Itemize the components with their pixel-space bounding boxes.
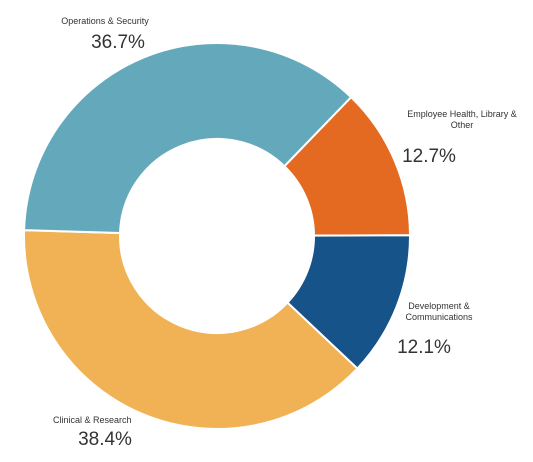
slice-percentage: 36.7% xyxy=(91,32,145,53)
slice-label: Employee Health, Library & Other xyxy=(407,109,517,130)
donut-slice xyxy=(23,42,353,235)
slice-percentage: 12.1% xyxy=(397,337,451,358)
slices-layer xyxy=(23,42,412,430)
slice-label: Development & Communications xyxy=(405,301,473,322)
slice-label: Clinical & Research xyxy=(53,415,132,425)
slice-percentage: 12.7% xyxy=(402,146,456,167)
labels-layer: Employee Health, Library & Other 12.7% Deve… xyxy=(53,16,517,450)
donut-slice xyxy=(23,229,359,430)
slice-percentage: 38.4% xyxy=(78,429,132,450)
slice-label: Operations & Security xyxy=(61,16,149,26)
